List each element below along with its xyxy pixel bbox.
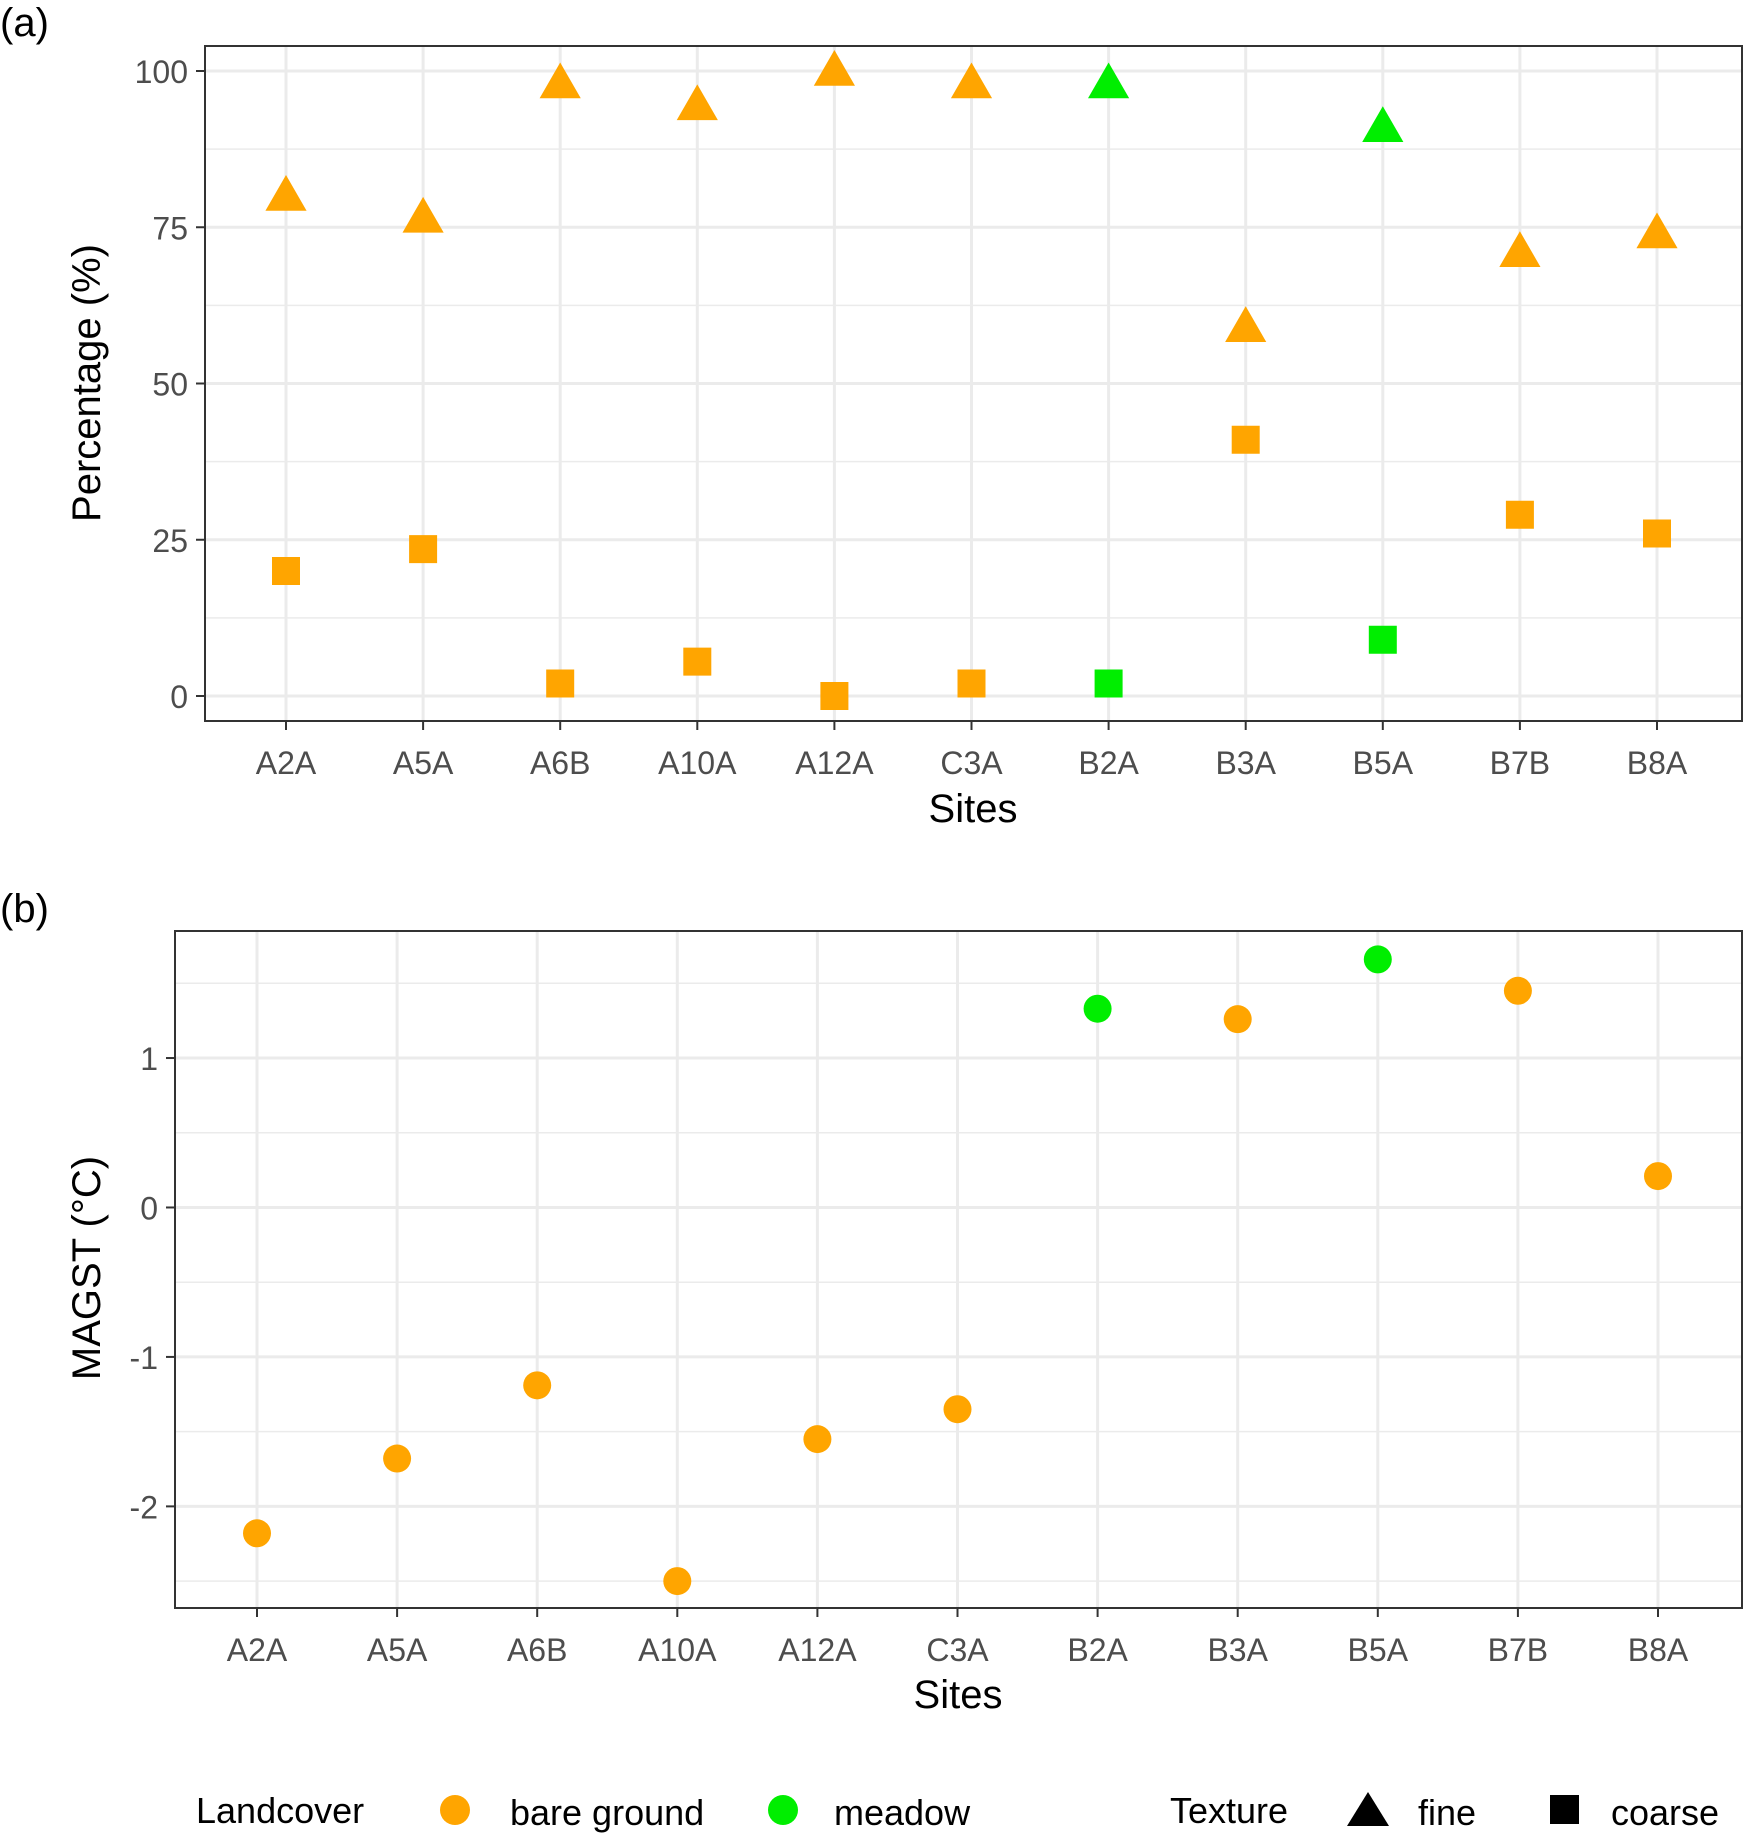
legend-coarse-square (1550, 1795, 1579, 1824)
panel-a-y-axis-title: Percentage (%) (65, 244, 109, 522)
y-tick-label: -2 (130, 1489, 158, 1525)
point-magst-a6b (523, 1371, 552, 1400)
point-coarse-c3a (957, 669, 986, 698)
panel-b: (b) -2 -1 0 1 A2A A5A A6B A10A A12A C3A B2A B3A B5A… (0, 887, 1743, 1717)
point-fine-c3a (950, 62, 993, 99)
point-fine-a12a (813, 50, 855, 86)
panel-a-x-ticks: A2A A5A A6B A10A A12A C3A B2A B3A B5A B7B B8A (256, 721, 1688, 781)
panel-a: (a) 0 25 50 75 100 A2A A5A A6B A10A A12A C3A B2A B3… (0, 1, 1743, 831)
point-magst-a10a (663, 1567, 692, 1596)
x-tick-label-b5a: B5A (1353, 745, 1414, 781)
x-tick-label-b2a: B2A (1078, 745, 1139, 781)
point-coarse-a5a (409, 535, 438, 564)
y-tick-label: 50 (152, 367, 188, 403)
point-magst-b3a (1223, 1005, 1252, 1034)
panel-a-marks (265, 50, 1678, 710)
x-tick-label-a2a: A2A (227, 1632, 288, 1668)
point-coarse-b7b (1505, 500, 1534, 529)
point-magst-b8a (1644, 1162, 1672, 1191)
x-tick-label-a10a: A10A (638, 1632, 717, 1668)
x-tick-label-a10a: A10A (658, 745, 737, 781)
x-tick-label-a12a: A12A (778, 1632, 857, 1668)
point-coarse-b8a (1643, 519, 1671, 548)
point-fine-b8a (1636, 212, 1678, 249)
panel-a-y-ticks: 0 25 50 75 100 (135, 54, 205, 715)
point-fine-a5a (402, 196, 444, 233)
point-coarse-a12a (820, 682, 849, 710)
y-tick-label: -1 (130, 1340, 158, 1376)
x-tick-label-b8a: B8A (1628, 1632, 1689, 1668)
legend-landcover-title: Landcover (196, 1790, 364, 1831)
point-coarse-b3a (1231, 425, 1260, 454)
x-tick-label-b7b: B7B (1490, 745, 1550, 781)
x-tick-label-c3a: C3A (926, 1632, 989, 1668)
legend-coarse-label: coarse (1611, 1792, 1719, 1833)
point-magst-b2a (1083, 994, 1112, 1023)
x-tick-label-a2a: A2A (256, 745, 317, 781)
x-tick-label-a6b: A6B (530, 745, 590, 781)
panel-b-tag: (b) (0, 887, 49, 931)
panel-b-marks (243, 945, 1672, 1596)
point-fine-a6b (539, 62, 581, 99)
point-coarse-b2a (1094, 669, 1123, 698)
x-tick-label-a12a: A12A (795, 745, 874, 781)
panel-b-x-axis-title: Sites (914, 1673, 1003, 1717)
point-fine-b3a (1225, 306, 1267, 342)
point-fine-b7b (1499, 231, 1541, 267)
legend-bare-ground-label: bare ground (510, 1792, 704, 1833)
legend-meadow-circle (768, 1795, 798, 1825)
y-tick-label: 25 (152, 523, 188, 559)
point-coarse-a6b (546, 669, 575, 698)
panel-b-y-ticks: -2 -1 0 1 (130, 1041, 175, 1525)
panel-b-y-axis-title: MAGST (°C) (65, 1156, 109, 1380)
panel-a-x-axis-title: Sites (929, 787, 1018, 831)
y-tick-label: 1 (140, 1041, 158, 1077)
y-tick-label: 100 (135, 54, 188, 90)
legend-fine-triangle (1347, 1792, 1389, 1826)
point-magst-a12a (803, 1425, 832, 1454)
panel-b-x-ticks: A2A A5A A6B A10A A12A C3A B2A B3A B5A B7B B8A (227, 1608, 1689, 1668)
point-coarse-a2a (272, 557, 300, 585)
point-magst-b7b (1503, 976, 1532, 1005)
x-tick-label-b3a: B3A (1207, 1632, 1268, 1668)
point-coarse-a10a (683, 647, 712, 676)
x-tick-label-a6b: A6B (507, 1632, 567, 1668)
point-coarse-b5a (1368, 625, 1397, 654)
point-fine-b5a (1362, 106, 1404, 142)
point-magst-b5a (1363, 945, 1392, 974)
point-fine-b2a (1088, 62, 1130, 99)
point-magst-a2a (243, 1519, 271, 1548)
panel-a-tag: (a) (0, 1, 49, 45)
x-tick-label-a5a: A5A (367, 1632, 428, 1668)
point-fine-a2a (265, 175, 307, 211)
point-fine-a10a (676, 84, 718, 121)
x-tick-label-b5a: B5A (1348, 1632, 1409, 1668)
legend: Landcover bare ground meadow Texture fin… (196, 1790, 1719, 1833)
legend-fine-label: fine (1418, 1792, 1476, 1833)
point-magst-c3a (943, 1395, 972, 1424)
legend-bare-ground-circle (440, 1795, 470, 1825)
point-magst-a5a (383, 1444, 412, 1473)
x-tick-label-c3a: C3A (940, 745, 1003, 781)
y-tick-label: 0 (170, 679, 188, 715)
x-tick-label-b2a: B2A (1067, 1632, 1128, 1668)
panel-a-grid (205, 46, 1742, 721)
legend-meadow-label: meadow (834, 1792, 971, 1833)
y-tick-label: 0 (140, 1190, 158, 1226)
y-tick-label: 75 (152, 210, 188, 246)
x-tick-label-a5a: A5A (393, 745, 454, 781)
x-tick-label-b3a: B3A (1215, 745, 1276, 781)
x-tick-label-b8a: B8A (1627, 745, 1688, 781)
legend-texture-title: Texture (1170, 1790, 1288, 1831)
x-tick-label-b7b: B7B (1488, 1632, 1548, 1668)
panel-b-grid (175, 931, 1742, 1608)
